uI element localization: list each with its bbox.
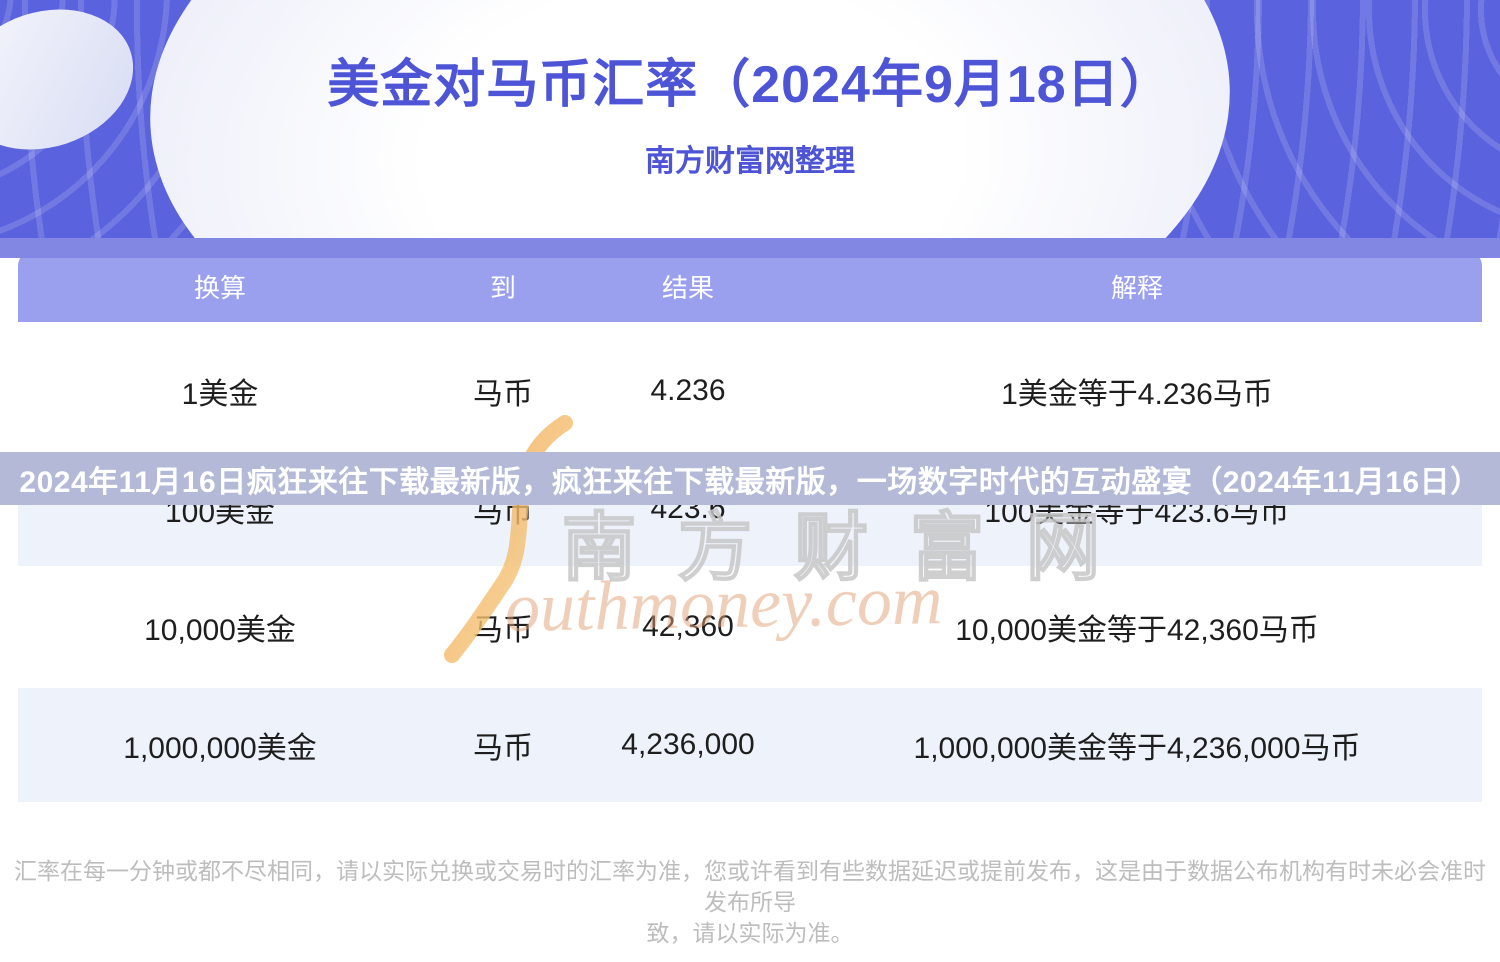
column-header-result: 结果: [661, 272, 714, 303]
disclaimer: 汇率在每一分钟或都不尽相同，请以实际兑换或交易时的汇率为准，您或许看到有些数据延…: [0, 856, 1500, 949]
table-row: 1美金 马币 4.236 1美金等于4.236马币: [18, 334, 1482, 448]
cell-note: 10,000美金等于42,360马币: [955, 614, 1319, 647]
cell-to: 马币: [473, 732, 533, 765]
table-row: 10,000美金 马币 42,360 10,000美金等于42,360马币: [18, 570, 1482, 684]
cell-convert: 10,000美金: [144, 614, 296, 647]
cell-result: 4,236,000: [621, 728, 755, 761]
exchange-rate-card: 换算 到 结果 解释 1美金 马币 4.236 1美金等于4.236马币 100…: [8, 240, 1492, 802]
cell-convert: 1,000,000美金: [123, 732, 317, 765]
disclaimer-line-2: 致，请以实际为准。: [646, 920, 854, 947]
column-header-to: 到: [489, 272, 516, 303]
cell-note: 1,000,000美金等于4,236,000马币: [913, 732, 1361, 765]
cell-to: 马币: [473, 614, 533, 647]
cell-note: 1美金等于4.236马币: [1001, 378, 1273, 411]
cell-to: 马币: [473, 378, 533, 411]
table-row: 1,000,000美金 马币 4,236,000 1,000,000美金等于4,…: [18, 688, 1482, 802]
column-header-explain: 解释: [1110, 272, 1163, 303]
cell-result: 4.236: [650, 374, 726, 407]
cell-convert: 1美金: [181, 378, 259, 411]
cell-result: 42,360: [642, 610, 734, 643]
column-header-convert: 换算: [193, 272, 246, 303]
page-subtitle: 南方财富网整理: [645, 145, 855, 179]
hero-bottom-band: [0, 238, 1500, 258]
overlay-ad-banner[interactable]: 2024年11月16日疯狂来往下载最新版，疯狂来往下载最新版，一场数字时代的互动…: [0, 452, 1500, 505]
page-title: 美金对马币汇率（2024年9月18日）: [327, 56, 1173, 114]
disclaimer-line-1: 汇率在每一分钟或都不尽相同，请以实际兑换或交易时的汇率为准，您或许看到有些数据延…: [14, 858, 1486, 916]
table-header-row: 换算 到 结果 解释: [18, 250, 1482, 322]
hero-header: 美金对马币汇率（2024年9月18日） 南方财富网整理: [0, 0, 1500, 258]
overlay-ad-banner-text[interactable]: 2024年11月16日疯狂来往下载最新版，疯狂来往下载最新版，一场数字时代的互动…: [19, 465, 1481, 499]
